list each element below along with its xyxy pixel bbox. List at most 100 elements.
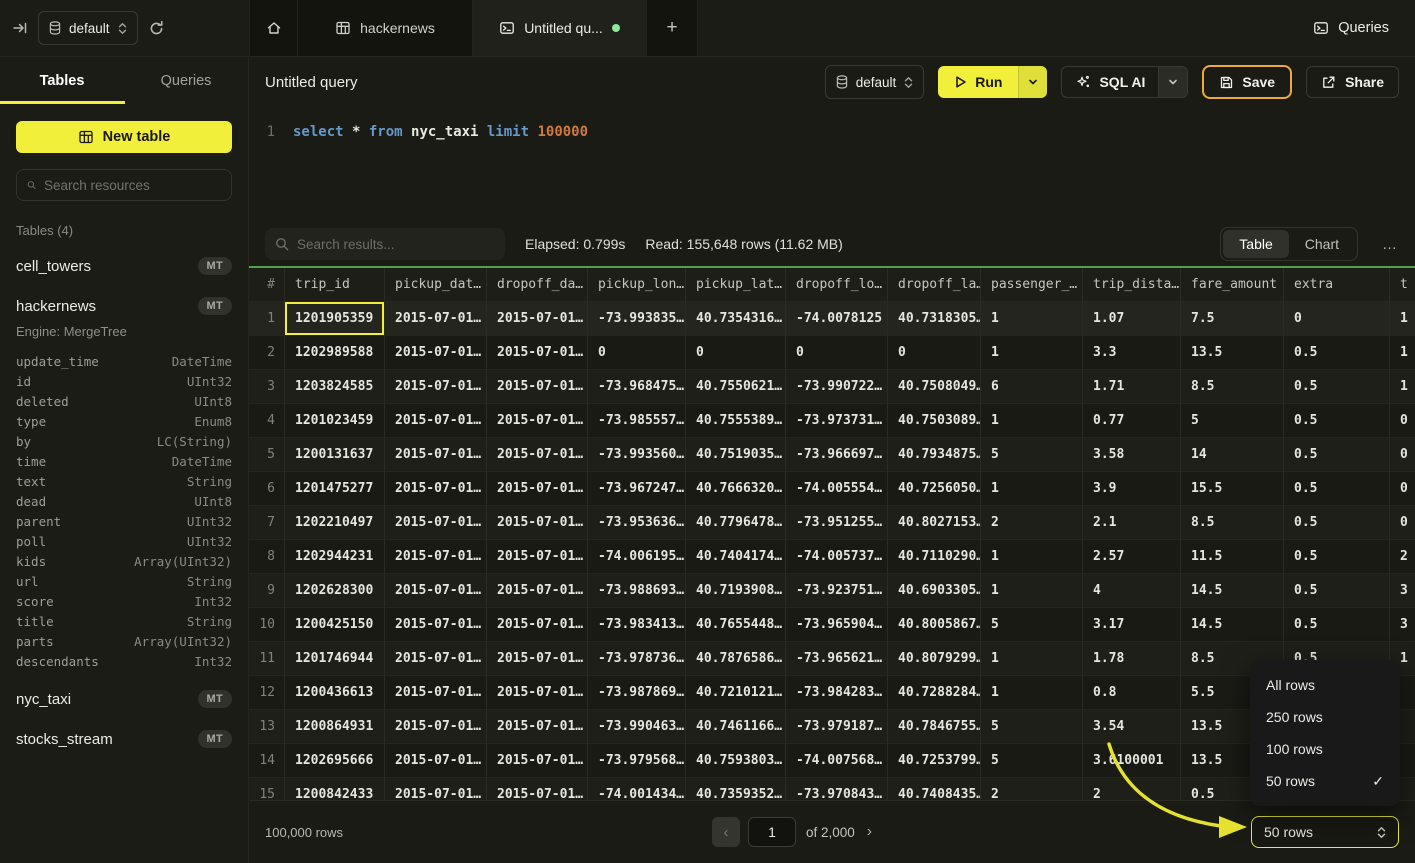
cell[interactable]: 14.5: [1181, 574, 1284, 608]
column-header[interactable]: #: [249, 268, 285, 302]
column-row[interactable]: poll UInt32: [16, 531, 232, 551]
row-number[interactable]: 8: [249, 540, 285, 574]
view-toggle-table[interactable]: Table: [1223, 230, 1289, 258]
cell[interactable]: -74.007568…: [786, 744, 888, 778]
cell[interactable]: -73.970843…: [786, 778, 888, 800]
cell[interactable]: 0.5: [1284, 472, 1390, 506]
results-search-input[interactable]: [297, 236, 495, 252]
cell[interactable]: 1: [981, 336, 1083, 370]
refresh-button[interactable]: [148, 20, 165, 37]
cell[interactable]: 2: [1390, 540, 1415, 574]
cell[interactable]: -73.973731…: [786, 404, 888, 438]
row-number[interactable]: 3: [249, 370, 285, 404]
column-row[interactable]: type Enum8: [16, 411, 232, 431]
row-number[interactable]: 5: [249, 438, 285, 472]
cell[interactable]: 3.9: [1083, 472, 1181, 506]
cell[interactable]: 3.3: [1083, 336, 1181, 370]
cell[interactable]: 0: [1284, 302, 1390, 336]
cell[interactable]: 40.7210121…: [686, 676, 786, 710]
cell[interactable]: 3: [1390, 574, 1415, 608]
cell[interactable]: -74.006195…: [588, 540, 686, 574]
cell[interactable]: -73.966697…: [786, 438, 888, 472]
cell[interactable]: -73.988693…: [588, 574, 686, 608]
cell[interactable]: 2015-07-01…: [487, 778, 588, 800]
row-number[interactable]: 4: [249, 404, 285, 438]
cell[interactable]: 3.17: [1083, 608, 1181, 642]
cell[interactable]: 0: [588, 336, 686, 370]
column-row[interactable]: dead UInt8: [16, 491, 232, 511]
cell[interactable]: 1200425150: [285, 608, 385, 642]
column-row[interactable]: title String: [16, 611, 232, 631]
tab-hackernews[interactable]: hackernews: [298, 0, 473, 56]
cell[interactable]: 2015-07-01…: [385, 336, 487, 370]
cell[interactable]: 2: [1083, 778, 1181, 800]
more-options-button[interactable]: …: [1382, 236, 1399, 253]
cell[interactable]: 2015-07-01…: [487, 642, 588, 676]
cell[interactable]: 1: [1390, 336, 1415, 370]
cell[interactable]: 0.5: [1284, 540, 1390, 574]
cell[interactable]: 1203824585: [285, 370, 385, 404]
cell[interactable]: -73.993560…: [588, 438, 686, 472]
cell[interactable]: 40.7796478…: [686, 506, 786, 540]
column-header[interactable]: trip_id: [285, 268, 385, 302]
page-number-input[interactable]: [748, 817, 796, 847]
column-header[interactable]: fare_amount: [1181, 268, 1284, 302]
cell[interactable]: 5: [1181, 404, 1284, 438]
cell[interactable]: 5: [981, 438, 1083, 472]
cell[interactable]: 2: [981, 506, 1083, 540]
cell[interactable]: 40.7550621…: [686, 370, 786, 404]
cell[interactable]: 1.71: [1083, 370, 1181, 404]
row-number[interactable]: 11: [249, 642, 285, 676]
page-size-select[interactable]: 50 rows: [1251, 816, 1399, 848]
cell[interactable]: 40.7193908…: [686, 574, 786, 608]
column-row[interactable]: by LC(String): [16, 431, 232, 451]
cell[interactable]: 40.8005867…: [888, 608, 981, 642]
cell[interactable]: 2015-07-01…: [487, 574, 588, 608]
cell[interactable]: -73.984283…: [786, 676, 888, 710]
column-row[interactable]: deleted UInt8: [16, 391, 232, 411]
row-number[interactable]: 15: [249, 778, 285, 800]
cell[interactable]: 40.7253799…: [888, 744, 981, 778]
cell[interactable]: 40.7934875…: [888, 438, 981, 472]
cell[interactable]: 40.8079299…: [888, 642, 981, 676]
cell[interactable]: 3: [1390, 608, 1415, 642]
cell[interactable]: 2015-07-01…: [385, 574, 487, 608]
cell[interactable]: 1202628300: [285, 574, 385, 608]
cell[interactable]: 0.77: [1083, 404, 1181, 438]
row-number[interactable]: 2: [249, 336, 285, 370]
cell[interactable]: 14.5: [1181, 608, 1284, 642]
cell[interactable]: 2015-07-01…: [385, 778, 487, 800]
cell[interactable]: 6: [981, 370, 1083, 404]
table-item-hackernews[interactable]: hackernews MT: [16, 294, 232, 318]
menu-item-100-rows[interactable]: 100 rows: [1250, 733, 1400, 765]
cell[interactable]: 0: [888, 336, 981, 370]
queries-link[interactable]: Queries: [1313, 0, 1389, 56]
cell[interactable]: -73.987869…: [588, 676, 686, 710]
cell[interactable]: 40.7846755…: [888, 710, 981, 744]
column-row[interactable]: time DateTime: [16, 451, 232, 471]
database-selector[interactable]: default: [38, 11, 138, 45]
cell[interactable]: 0: [686, 336, 786, 370]
cell[interactable]: 0.5: [1284, 608, 1390, 642]
row-number[interactable]: 12: [249, 676, 285, 710]
cell[interactable]: 0.8: [1083, 676, 1181, 710]
column-header[interactable]: pickup_lon…: [588, 268, 686, 302]
cell[interactable]: 2.57: [1083, 540, 1181, 574]
cell[interactable]: 40.7519035…: [686, 438, 786, 472]
sql-ai-options-button[interactable]: [1158, 67, 1188, 97]
column-header[interactable]: dropoff_la…: [888, 268, 981, 302]
cell[interactable]: 3.54: [1083, 710, 1181, 744]
cell[interactable]: 14: [1181, 438, 1284, 472]
cell[interactable]: -73.953636…: [588, 506, 686, 540]
cell[interactable]: -73.923751…: [786, 574, 888, 608]
share-button[interactable]: Share: [1306, 66, 1399, 98]
cell[interactable]: 2015-07-01…: [487, 370, 588, 404]
cell[interactable]: 8.5: [1181, 506, 1284, 540]
run-button[interactable]: Run: [938, 66, 1019, 98]
cell[interactable]: 1200436613: [285, 676, 385, 710]
cell[interactable]: 1202944231: [285, 540, 385, 574]
row-number[interactable]: 9: [249, 574, 285, 608]
cell[interactable]: 2015-07-01…: [385, 438, 487, 472]
cell[interactable]: 2015-07-01…: [487, 336, 588, 370]
cell[interactable]: 2015-07-01…: [487, 472, 588, 506]
